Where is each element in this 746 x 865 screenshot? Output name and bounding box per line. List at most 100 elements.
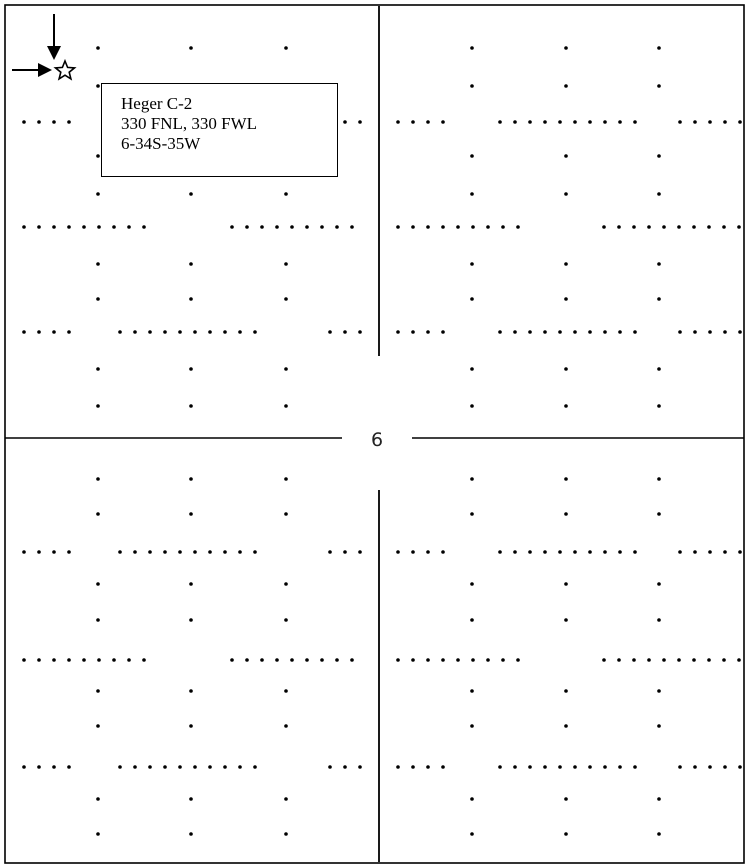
grid-dot: [96, 192, 100, 196]
grid-dot: [178, 765, 182, 769]
grid-dot: [470, 84, 474, 88]
grid-dot: [647, 658, 651, 662]
grid-dot: [573, 120, 577, 124]
grid-dot: [723, 765, 727, 769]
grid-dot: [528, 330, 532, 334]
grid-dot: [573, 330, 577, 334]
grid-dot: [564, 477, 568, 481]
well-label-box: Heger C-2 330 FNL, 330 FWL 6-34S-35W: [101, 83, 338, 177]
grid-dot: [52, 120, 56, 124]
grid-dot: [189, 582, 193, 586]
grid-dot: [738, 550, 742, 554]
grid-dot: [441, 658, 445, 662]
grid-dot: [657, 512, 661, 516]
grid-dot: [96, 262, 100, 266]
grid-dot: [678, 765, 682, 769]
grid-dot: [284, 477, 288, 481]
grid-dot: [148, 765, 152, 769]
grid-dot: [441, 765, 445, 769]
grid-dot: [692, 658, 696, 662]
grid-dot: [513, 120, 517, 124]
grid-dot: [603, 120, 607, 124]
grid-dot: [411, 550, 415, 554]
grid-dot: [558, 330, 562, 334]
grid-dot: [564, 512, 568, 516]
grid-dot: [618, 550, 622, 554]
grid-dot: [96, 618, 100, 622]
grid-dot: [37, 765, 41, 769]
grid-dot: [738, 120, 742, 124]
grid-dot: [396, 120, 400, 124]
grid-dot: [127, 225, 131, 229]
grid-dot: [284, 618, 288, 622]
grid-dot: [498, 330, 502, 334]
grid-dot: [564, 724, 568, 728]
grid-dot: [564, 797, 568, 801]
grid-dot: [189, 724, 193, 728]
grid-dot: [470, 154, 474, 158]
grid-dot: [96, 84, 100, 88]
grid-dot: [657, 724, 661, 728]
grid-dot: [633, 120, 637, 124]
grid-dot: [343, 550, 347, 554]
star-outline-icon: [53, 58, 77, 81]
section-number: 6: [342, 426, 412, 454]
grid-dot: [426, 658, 430, 662]
grid-dot: [470, 618, 474, 622]
grid-dot: [189, 297, 193, 301]
grid-dot: [647, 225, 651, 229]
grid-dot: [163, 765, 167, 769]
grid-dot: [118, 330, 122, 334]
grid-dot: [189, 618, 193, 622]
grid-dot: [657, 192, 661, 196]
grid-dot: [290, 225, 294, 229]
grid-dot: [564, 154, 568, 158]
grid-dot: [127, 658, 131, 662]
well-name: Heger C-2: [121, 94, 193, 113]
grid-dot: [471, 225, 475, 229]
grid-dot: [284, 724, 288, 728]
grid-dot: [396, 765, 400, 769]
grid-dot: [189, 262, 193, 266]
grid-dot: [22, 550, 26, 554]
grid-dot: [52, 658, 56, 662]
grid-dot: [723, 550, 727, 554]
grid-dot: [707, 658, 711, 662]
grid-dot: [470, 724, 474, 728]
grid-dot: [588, 330, 592, 334]
grid-dot: [632, 225, 636, 229]
grid-dot: [411, 658, 415, 662]
grid-dot: [335, 225, 339, 229]
grid-dot: [441, 120, 445, 124]
grid-dot: [692, 225, 696, 229]
grid-dot: [96, 512, 100, 516]
grid-dot: [238, 330, 242, 334]
grid-dot: [96, 832, 100, 836]
grid-dot: [564, 297, 568, 301]
grid-dot: [470, 192, 474, 196]
grid-dot: [148, 330, 152, 334]
grid-dot: [564, 618, 568, 622]
grid-dot: [564, 46, 568, 50]
grid-dot: [470, 832, 474, 836]
grid-dot: [441, 330, 445, 334]
grid-dot: [588, 120, 592, 124]
grid-dot: [411, 120, 415, 124]
grid-dot: [723, 120, 727, 124]
grid-dot: [189, 367, 193, 371]
grid-dot: [189, 477, 193, 481]
grid-dot: [223, 765, 227, 769]
well-location: 6-34S-35W: [121, 134, 201, 153]
grid-dot: [193, 330, 197, 334]
grid-dot: [677, 225, 681, 229]
grid-dot: [290, 658, 294, 662]
grid-dot: [411, 330, 415, 334]
grid-dot: [470, 512, 474, 516]
grid-dot: [328, 330, 332, 334]
grid-dot: [112, 225, 116, 229]
grid-dot: [163, 550, 167, 554]
grid-dot: [693, 550, 697, 554]
grid-dot: [275, 658, 279, 662]
grid-dot: [708, 330, 712, 334]
